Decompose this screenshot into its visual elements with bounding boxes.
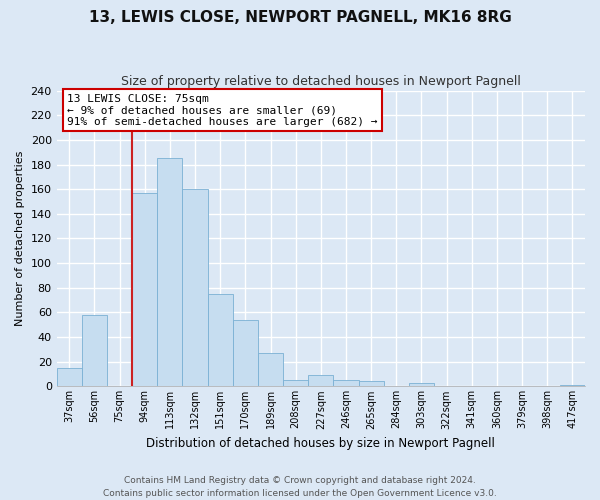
Bar xyxy=(560,385,585,386)
Bar xyxy=(182,189,208,386)
Text: 13 LEWIS CLOSE: 75sqm
← 9% of detached houses are smaller (69)
91% of semi-detac: 13 LEWIS CLOSE: 75sqm ← 9% of detached h… xyxy=(67,94,378,126)
Text: Contains HM Land Registry data © Crown copyright and database right 2024.
Contai: Contains HM Land Registry data © Crown c… xyxy=(103,476,497,498)
Bar xyxy=(157,158,182,386)
Bar xyxy=(409,382,434,386)
Text: 13, LEWIS CLOSE, NEWPORT PAGNELL, MK16 8RG: 13, LEWIS CLOSE, NEWPORT PAGNELL, MK16 8… xyxy=(89,10,511,25)
Bar xyxy=(132,193,157,386)
Bar xyxy=(283,380,308,386)
Bar xyxy=(308,376,334,386)
Bar xyxy=(258,353,283,386)
Y-axis label: Number of detached properties: Number of detached properties xyxy=(15,151,25,326)
Bar xyxy=(233,320,258,386)
Bar xyxy=(56,368,82,386)
Bar xyxy=(359,382,384,386)
Bar xyxy=(82,315,107,386)
Title: Size of property relative to detached houses in Newport Pagnell: Size of property relative to detached ho… xyxy=(121,75,521,88)
X-axis label: Distribution of detached houses by size in Newport Pagnell: Distribution of detached houses by size … xyxy=(146,437,495,450)
Bar xyxy=(208,294,233,386)
Bar xyxy=(334,380,359,386)
